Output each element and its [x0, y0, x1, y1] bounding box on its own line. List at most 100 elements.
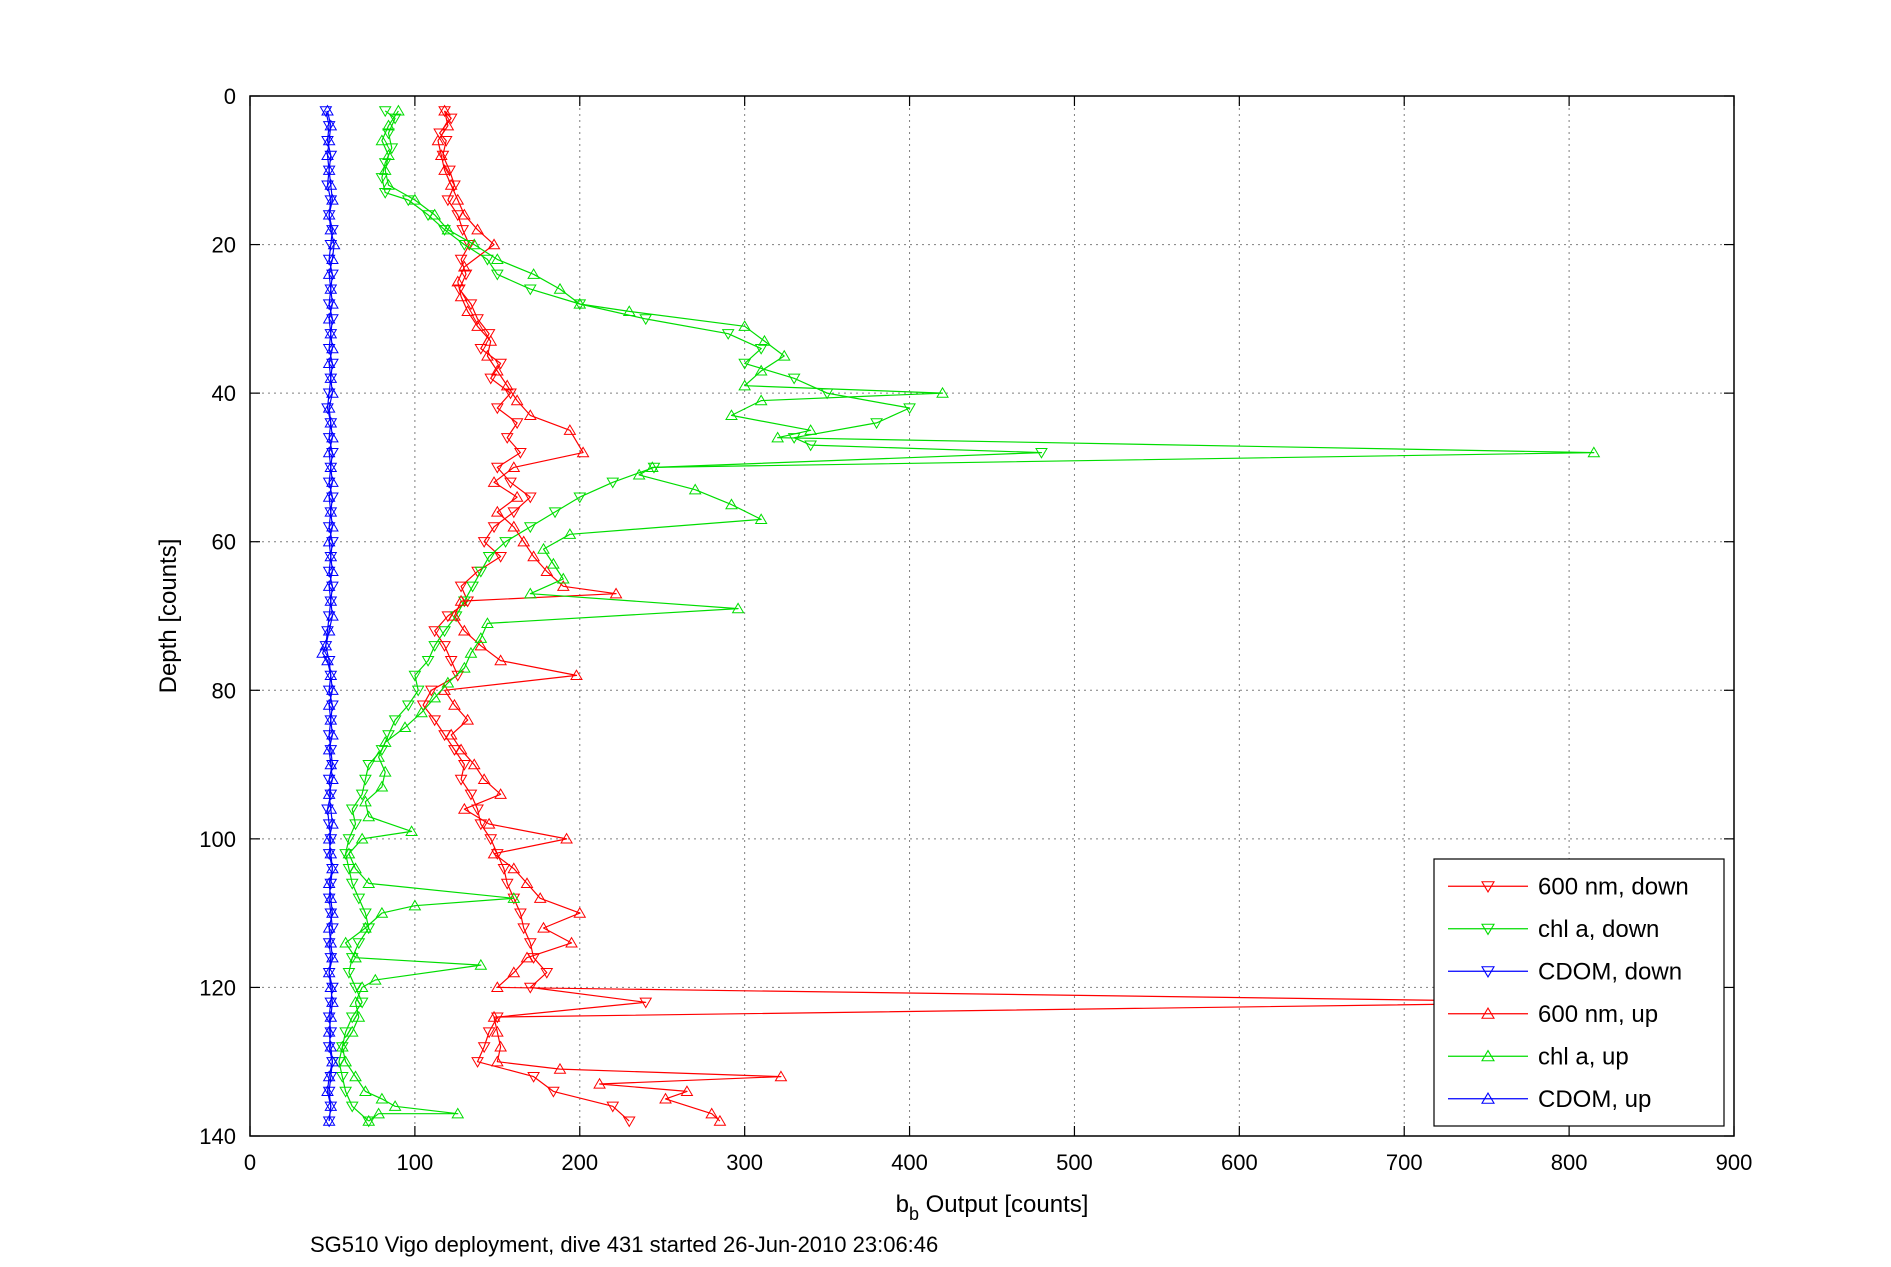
data-point-chl-a-up: [688, 483, 702, 495]
data-point-cdom-up: [324, 1100, 338, 1111]
data-point-600-nm-up: [490, 981, 504, 993]
data-point-cdom-down: [321, 135, 334, 147]
x-tick-label: 700: [1386, 1150, 1423, 1175]
data-point-600-nm-up: [444, 728, 458, 740]
data-point-cdom-down: [322, 121, 336, 132]
data-point-600-nm-down: [443, 165, 456, 177]
data-point-cdom-down: [321, 626, 334, 638]
data-point-cdom-up: [326, 1055, 339, 1067]
data-point-cdom-up: [324, 892, 338, 903]
data-point-600-nm-up: [576, 446, 590, 458]
data-point-cdom-down: [322, 655, 336, 667]
data-point-600-nm-down: [438, 106, 451, 118]
data-point-cdom-down: [324, 1071, 338, 1083]
data-point-cdom-up: [324, 981, 338, 993]
data-point-600-nm-up: [451, 275, 465, 287]
data-point-chl-a-down: [339, 1086, 353, 1098]
data-point-chl-a-up: [464, 646, 478, 658]
data-point-cdom-up: [322, 312, 336, 324]
data-point-600-nm-up: [477, 773, 491, 785]
legend-label: 600 nm, up: [1538, 1001, 1658, 1028]
data-point-600-nm-down: [454, 581, 468, 593]
data-point-600-nm-up: [565, 936, 578, 948]
data-point-cdom-down: [322, 849, 336, 860]
data-point-600-nm-down: [484, 834, 498, 846]
data-point-600-nm-down: [514, 447, 527, 459]
data-point-chl-a-up: [352, 1010, 366, 1022]
data-point-600-nm-down: [484, 373, 498, 385]
data-point-cdom-up: [324, 936, 338, 948]
data-point-chl-a-down: [378, 187, 392, 199]
data-point-cdom-down: [322, 967, 336, 979]
data-point-600-nm-down: [454, 254, 468, 266]
data-point-600-nm-down: [444, 113, 458, 125]
data-point-600-nm-down: [507, 507, 521, 519]
data-point-cdom-down: [324, 1027, 338, 1039]
data-point-600-nm-up: [438, 104, 451, 116]
data-point-600-nm-up: [490, 364, 504, 376]
data-point-chl-a-up: [428, 691, 442, 703]
data-point-600-nm-up: [438, 164, 451, 175]
data-point-cdom-up: [324, 847, 338, 859]
data-point-chl-a-down: [466, 581, 479, 593]
legend-entry: chl a, down: [1448, 916, 1659, 943]
data-point-600-nm-up: [457, 260, 471, 272]
data-point-cdom-up: [324, 178, 338, 190]
series-chl-a-up: [335, 104, 1601, 1126]
y-tick-label: 60: [212, 530, 236, 555]
data-point-chl-a-up: [467, 238, 481, 250]
data-point-cdom-down: [324, 834, 338, 846]
data-point-600-nm-down: [540, 967, 554, 979]
data-point-chl-a-up: [362, 1114, 376, 1126]
data-point-chl-a-up: [1587, 446, 1601, 458]
data-point-chl-a-down: [1035, 447, 1048, 459]
data-point-cdom-up: [322, 164, 336, 175]
data-point-chl-a-up: [754, 394, 768, 406]
data-point-600-nm-up: [540, 565, 554, 577]
x-tick-label: 200: [561, 1150, 598, 1175]
data-point-cdom-up: [324, 282, 338, 294]
data-point-cdom-down: [326, 759, 339, 771]
data-point-600-nm-down: [428, 715, 442, 727]
legend-marker-swatch: [1481, 1049, 1495, 1062]
data-point-chl-a-down: [428, 641, 442, 652]
data-point-cdom-up: [326, 862, 339, 874]
y-tick-label: 80: [212, 678, 236, 703]
data-point-chl-a-up: [523, 587, 537, 599]
data-point-cdom-down: [321, 403, 334, 415]
x-tick-label: 500: [1056, 1150, 1093, 1175]
data-point-chl-a-down: [375, 173, 389, 184]
data-point-600-nm-up: [431, 134, 445, 146]
data-point-600-nm-down: [482, 1027, 496, 1039]
data-point-chl-a-down: [870, 418, 883, 430]
data-point-chl-a-down: [787, 373, 801, 385]
data-point-chl-a-up: [372, 750, 385, 762]
data-point-600-nm-down: [428, 626, 442, 638]
data-point-chl-a-down: [359, 774, 372, 786]
data-point-600-nm-down: [490, 403, 504, 415]
data-point-600-nm-down: [494, 358, 508, 370]
legend-label: CDOM, down: [1538, 958, 1682, 985]
data-point-600-nm-up: [490, 1025, 504, 1037]
data-point-chl-a-up: [378, 765, 392, 777]
data-point-600-nm-up: [484, 334, 498, 346]
data-point-600-nm-down: [464, 789, 478, 801]
x-tick-label: 900: [1716, 1150, 1753, 1175]
data-point-600-nm-up: [494, 788, 508, 799]
data-point-cdom-up: [327, 238, 341, 250]
data-point-600-nm-up: [556, 580, 570, 591]
data-point-600-nm-down: [622, 1116, 636, 1128]
data-point-600-nm-up: [713, 1114, 727, 1126]
data-point-cdom-up: [326, 342, 339, 354]
data-point-chl-a-up: [622, 305, 636, 317]
data-point-chl-a-up: [490, 253, 504, 265]
data-point-600-nm-up: [451, 193, 465, 205]
data-point-cdom-up: [322, 401, 336, 413]
chart-caption: SG510 Vigo deployment, dive 431 started …: [310, 1232, 938, 1257]
data-point-cdom-up: [322, 446, 336, 458]
data-point-600-nm-up: [482, 817, 496, 829]
data-point-chl-a-down: [721, 329, 735, 340]
legend-label: 600 nm, down: [1538, 873, 1689, 900]
y-tick-label: 120: [199, 975, 236, 1000]
data-point-cdom-up: [326, 476, 339, 487]
